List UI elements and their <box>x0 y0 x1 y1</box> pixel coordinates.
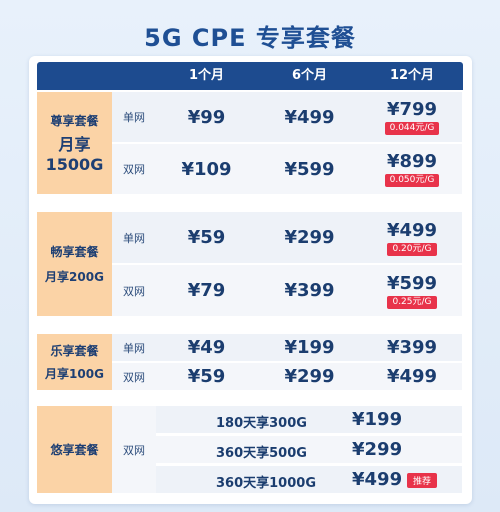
price-6-months: ¥399 <box>284 280 335 301</box>
price-1-month: ¥99 <box>187 106 226 128</box>
price-12-months: ¥499 <box>386 366 438 387</box>
table-row <box>112 363 462 390</box>
price-12-months: ¥799 0.044元/G <box>362 92 462 142</box>
price-6-months: ¥199 <box>284 337 335 358</box>
header-col-1-month: 1个月 <box>188 68 225 83</box>
price-12-months: ¥499 0.20元/G <box>362 212 462 263</box>
plan-quota-line1: 月享 <box>58 135 91 154</box>
price-1-month: ¥59 <box>187 227 226 248</box>
header-col-6-months: 6个月 <box>291 68 328 83</box>
package-price: ¥499 <box>352 469 403 490</box>
plan-quota-line2: 1500G <box>45 155 104 174</box>
package-name: 180天享300G <box>216 416 307 431</box>
package-price: ¥299 <box>352 439 403 460</box>
plan-name: 尊享套餐 <box>50 114 99 128</box>
plan-quota: 月享200G <box>45 270 104 284</box>
price-1-month: ¥109 <box>181 158 232 180</box>
plan-name: 悠享套餐 <box>50 443 99 457</box>
price-1-month: ¥49 <box>187 337 226 358</box>
network-type: 双网 <box>123 163 145 176</box>
unit-price-tag: 0.20元/G <box>387 242 437 256</box>
network-type: 单网 <box>123 341 145 355</box>
table-row <box>156 436 462 463</box>
table-row <box>156 406 462 433</box>
package-name: 360天享500G <box>216 446 307 461</box>
price-6-months: ¥299 <box>284 227 335 248</box>
network-type: 双网 <box>112 406 156 493</box>
network-type: 单网 <box>123 111 145 124</box>
plan-label-changxiang: 畅享套餐 月享200G <box>37 212 112 316</box>
page-title: 5G CPE 专享套餐 <box>144 24 356 52</box>
price-value: ¥899 <box>386 151 438 172</box>
table-row <box>112 334 462 361</box>
recommended-badge: 推荐 <box>407 473 438 488</box>
package-name: 360天享1000G <box>216 476 316 491</box>
network-type: 单网 <box>123 231 145 245</box>
price-value: ¥599 <box>386 272 438 294</box>
plan-label-youxiang: 悠享套餐 <box>37 406 112 493</box>
price-12-months: ¥599 0.25元/G <box>362 265 462 316</box>
price-value: ¥499 <box>386 219 438 241</box>
package-price: ¥199 <box>352 409 403 430</box>
price-6-months: ¥499 <box>284 106 335 128</box>
price-value: ¥799 <box>386 99 438 120</box>
plan-name: 畅享套餐 <box>50 245 99 259</box>
unit-price-tag: 0.25元/G <box>387 295 437 309</box>
unit-price-tag: 0.044元/G <box>384 122 440 135</box>
table-header-bar <box>37 62 463 90</box>
price-12-months: ¥899 0.050元/G <box>362 144 462 194</box>
network-type: 双网 <box>123 284 145 298</box>
price-1-month: ¥79 <box>187 280 226 301</box>
price-6-months: ¥599 <box>284 158 335 180</box>
unit-price-tag: 0.050元/G <box>384 174 440 187</box>
network-type: 双网 <box>123 370 145 384</box>
plan-name: 乐享套餐 <box>50 344 99 358</box>
price-6-months: ¥299 <box>284 366 335 387</box>
price-12-months: ¥399 <box>386 337 438 358</box>
plan-label-lexiang: 乐享套餐 月享100G <box>37 334 112 390</box>
plan-quota: 月享100G <box>45 367 104 381</box>
price-1-month: ¥59 <box>187 366 226 387</box>
header-col-12-months: 12个月 <box>389 68 435 83</box>
plan-label-zunxiang: 尊享套餐 月享 1500G <box>37 92 112 194</box>
